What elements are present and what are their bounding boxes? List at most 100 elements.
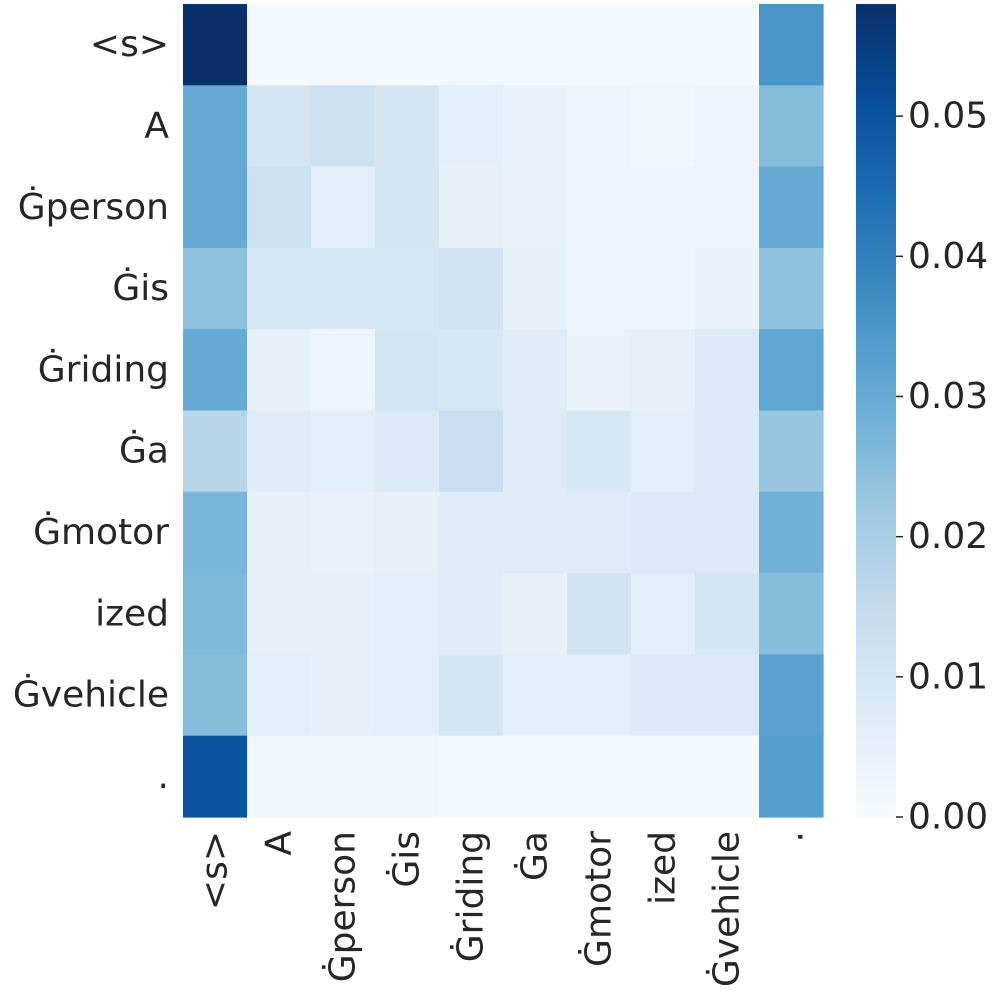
heatmap-cell-r0-c2: [311, 4, 376, 86]
heatmap-cell-r4-c2: [311, 329, 376, 412]
heatmap-cell-r1-c7: [631, 85, 696, 168]
colorbar-tick-label: 0.03: [908, 376, 988, 417]
heatmap-cell-r5-c3: [375, 410, 440, 493]
heatmap-cell-r8-c4: [439, 654, 504, 737]
y-tick-label: Ġmotor: [33, 511, 169, 553]
heatmap-cell-r1-c9: [759, 85, 824, 168]
heatmap-cell-r3-c7: [631, 247, 696, 330]
heatmap-cell-r6-c0: [183, 491, 248, 574]
x-tick-label: A: [259, 831, 300, 856]
heatmap-cell-r5-c8: [695, 410, 760, 493]
heatmap-cells: [183, 4, 824, 818]
heatmap-cell-r8-c9: [759, 654, 824, 737]
heatmap-cell-r7-c4: [439, 573, 504, 655]
heatmap-cell-r3-c2: [311, 247, 376, 330]
heatmap-cell-r1-c5: [503, 85, 568, 168]
heatmap-cell-r4-c4: [439, 329, 504, 412]
y-tick-label: ized: [95, 593, 169, 634]
heatmap-cell-r7-c3: [375, 573, 440, 655]
colorbar-gradient: [856, 4, 896, 817]
heatmap-cell-r5-c4: [439, 410, 504, 493]
heatmap-cell-r1-c1: [247, 85, 312, 168]
heatmap-cell-r6-c1: [247, 491, 312, 574]
heatmap-cell-r2-c0: [183, 166, 248, 249]
colorbar-tick-label: 0.00: [908, 797, 988, 838]
heatmap-cell-r2-c3: [375, 166, 440, 249]
heatmap-cell-r3-c4: [439, 247, 504, 330]
x-tick-label: <s>: [195, 831, 236, 910]
y-tick-label: Ġperson: [18, 186, 169, 228]
heatmap-cell-r5-c1: [247, 410, 312, 493]
heatmap-cell-r9-c1: [247, 735, 312, 818]
heatmap-cell-r5-c5: [503, 410, 568, 493]
y-tick-label: Ġriding: [38, 348, 169, 390]
heatmap-cell-r0-c7: [631, 4, 696, 86]
heatmap-cell-r4-c3: [375, 329, 440, 412]
x-tick-labels: <s> A Ġperson Ġis Ġriding Ġa Ġmotor ized Ġvehicl…: [195, 831, 812, 987]
heatmap-cell-r9-c3: [375, 735, 440, 818]
heatmap-cell-r8-c3: [375, 654, 440, 737]
heatmap-cell-r6-c3: [375, 491, 440, 574]
heatmap-cell-r0-c4: [439, 4, 504, 86]
heatmap-cell-r0-c0: [183, 4, 248, 86]
colorbar-tick-label: 0.02: [908, 516, 988, 557]
heatmap-cell-r4-c5: [503, 329, 568, 412]
heatmap-cell-r3-c3: [375, 247, 440, 330]
heatmap-cell-r1-c0: [183, 85, 248, 168]
heatmap-cell-r8-c8: [695, 654, 760, 737]
heatmap-cell-r4-c9: [759, 329, 824, 412]
x-tick-label: Ġmotor: [578, 831, 620, 967]
heatmap-cell-r1-c4: [439, 85, 504, 168]
y-tick-label: Ġis: [112, 267, 169, 309]
heatmap-cell-r8-c5: [503, 654, 568, 737]
heatmap-cell-r3-c0: [183, 247, 248, 330]
heatmap-cell-r5-c9: [759, 410, 824, 493]
x-tick-label: .: [771, 831, 812, 842]
y-tick-labels: <s> A Ġperson Ġis Ġriding Ġa Ġmotor ized Ġvehicl…: [13, 24, 169, 797]
heatmap-cell-r7-c0: [183, 573, 248, 655]
heatmap-cell-r1-c2: [311, 85, 376, 168]
heatmap-cell-r7-c7: [631, 573, 696, 655]
heatmap-cell-r6-c5: [503, 491, 568, 574]
heatmap-cell-r8-c0: [183, 654, 248, 737]
heatmap-cell-r7-c8: [695, 573, 760, 655]
heatmap-cell-r5-c0: [183, 410, 248, 493]
heatmap-cell-r8-c2: [311, 654, 376, 737]
heatmap-cell-r8-c6: [567, 654, 632, 737]
y-tick-label: Ġvehicle: [13, 674, 169, 716]
heatmap-cell-r0-c8: [695, 4, 760, 86]
heatmap-cell-r7-c2: [311, 573, 376, 655]
colorbar-tick-label: 0.05: [908, 96, 988, 137]
heatmap-cell-r0-c3: [375, 4, 440, 86]
y-tick-label: .: [158, 756, 169, 797]
heatmap-cell-r2-c8: [695, 166, 760, 249]
x-tick-label: Ġa: [514, 831, 556, 881]
colorbar: 0.00 0.01 0.02 0.03 0.04 0.05: [856, 4, 988, 838]
y-tick-label: A: [144, 105, 169, 146]
heatmap-cell-r7-c1: [247, 573, 312, 655]
heatmap-cell-r1-c6: [567, 85, 632, 168]
heatmap-cell-r5-c6: [567, 410, 632, 493]
heatmap-cell-r8-c7: [631, 654, 696, 737]
heatmap-cell-r7-c5: [503, 573, 568, 655]
heatmap-cell-r2-c2: [311, 166, 376, 249]
heatmap-cell-r3-c6: [567, 247, 632, 330]
colorbar-tick-label: 0.01: [908, 656, 988, 697]
heatmap-cell-r9-c2: [311, 735, 376, 818]
heatmap-cell-r7-c6: [567, 573, 632, 655]
heatmap-cell-r2-c6: [567, 166, 632, 249]
heatmap-cell-r3-c9: [759, 247, 824, 330]
heatmap-cell-r4-c6: [567, 329, 632, 412]
heatmap-cell-r2-c5: [503, 166, 568, 249]
heatmap-cell-r0-c5: [503, 4, 568, 86]
heatmap-cell-r9-c5: [503, 735, 568, 818]
heatmap-cell-r2-c7: [631, 166, 696, 249]
heatmap-cell-r6-c8: [695, 491, 760, 574]
heatmap-cell-r3-c8: [695, 247, 760, 330]
heatmap-cell-r4-c8: [695, 329, 760, 412]
heatmap-cell-r6-c7: [631, 491, 696, 574]
heatmap-cell-r5-c2: [311, 410, 376, 493]
colorbar-tick-label: 0.04: [908, 236, 988, 277]
heatmap-cell-r1-c8: [695, 85, 760, 168]
